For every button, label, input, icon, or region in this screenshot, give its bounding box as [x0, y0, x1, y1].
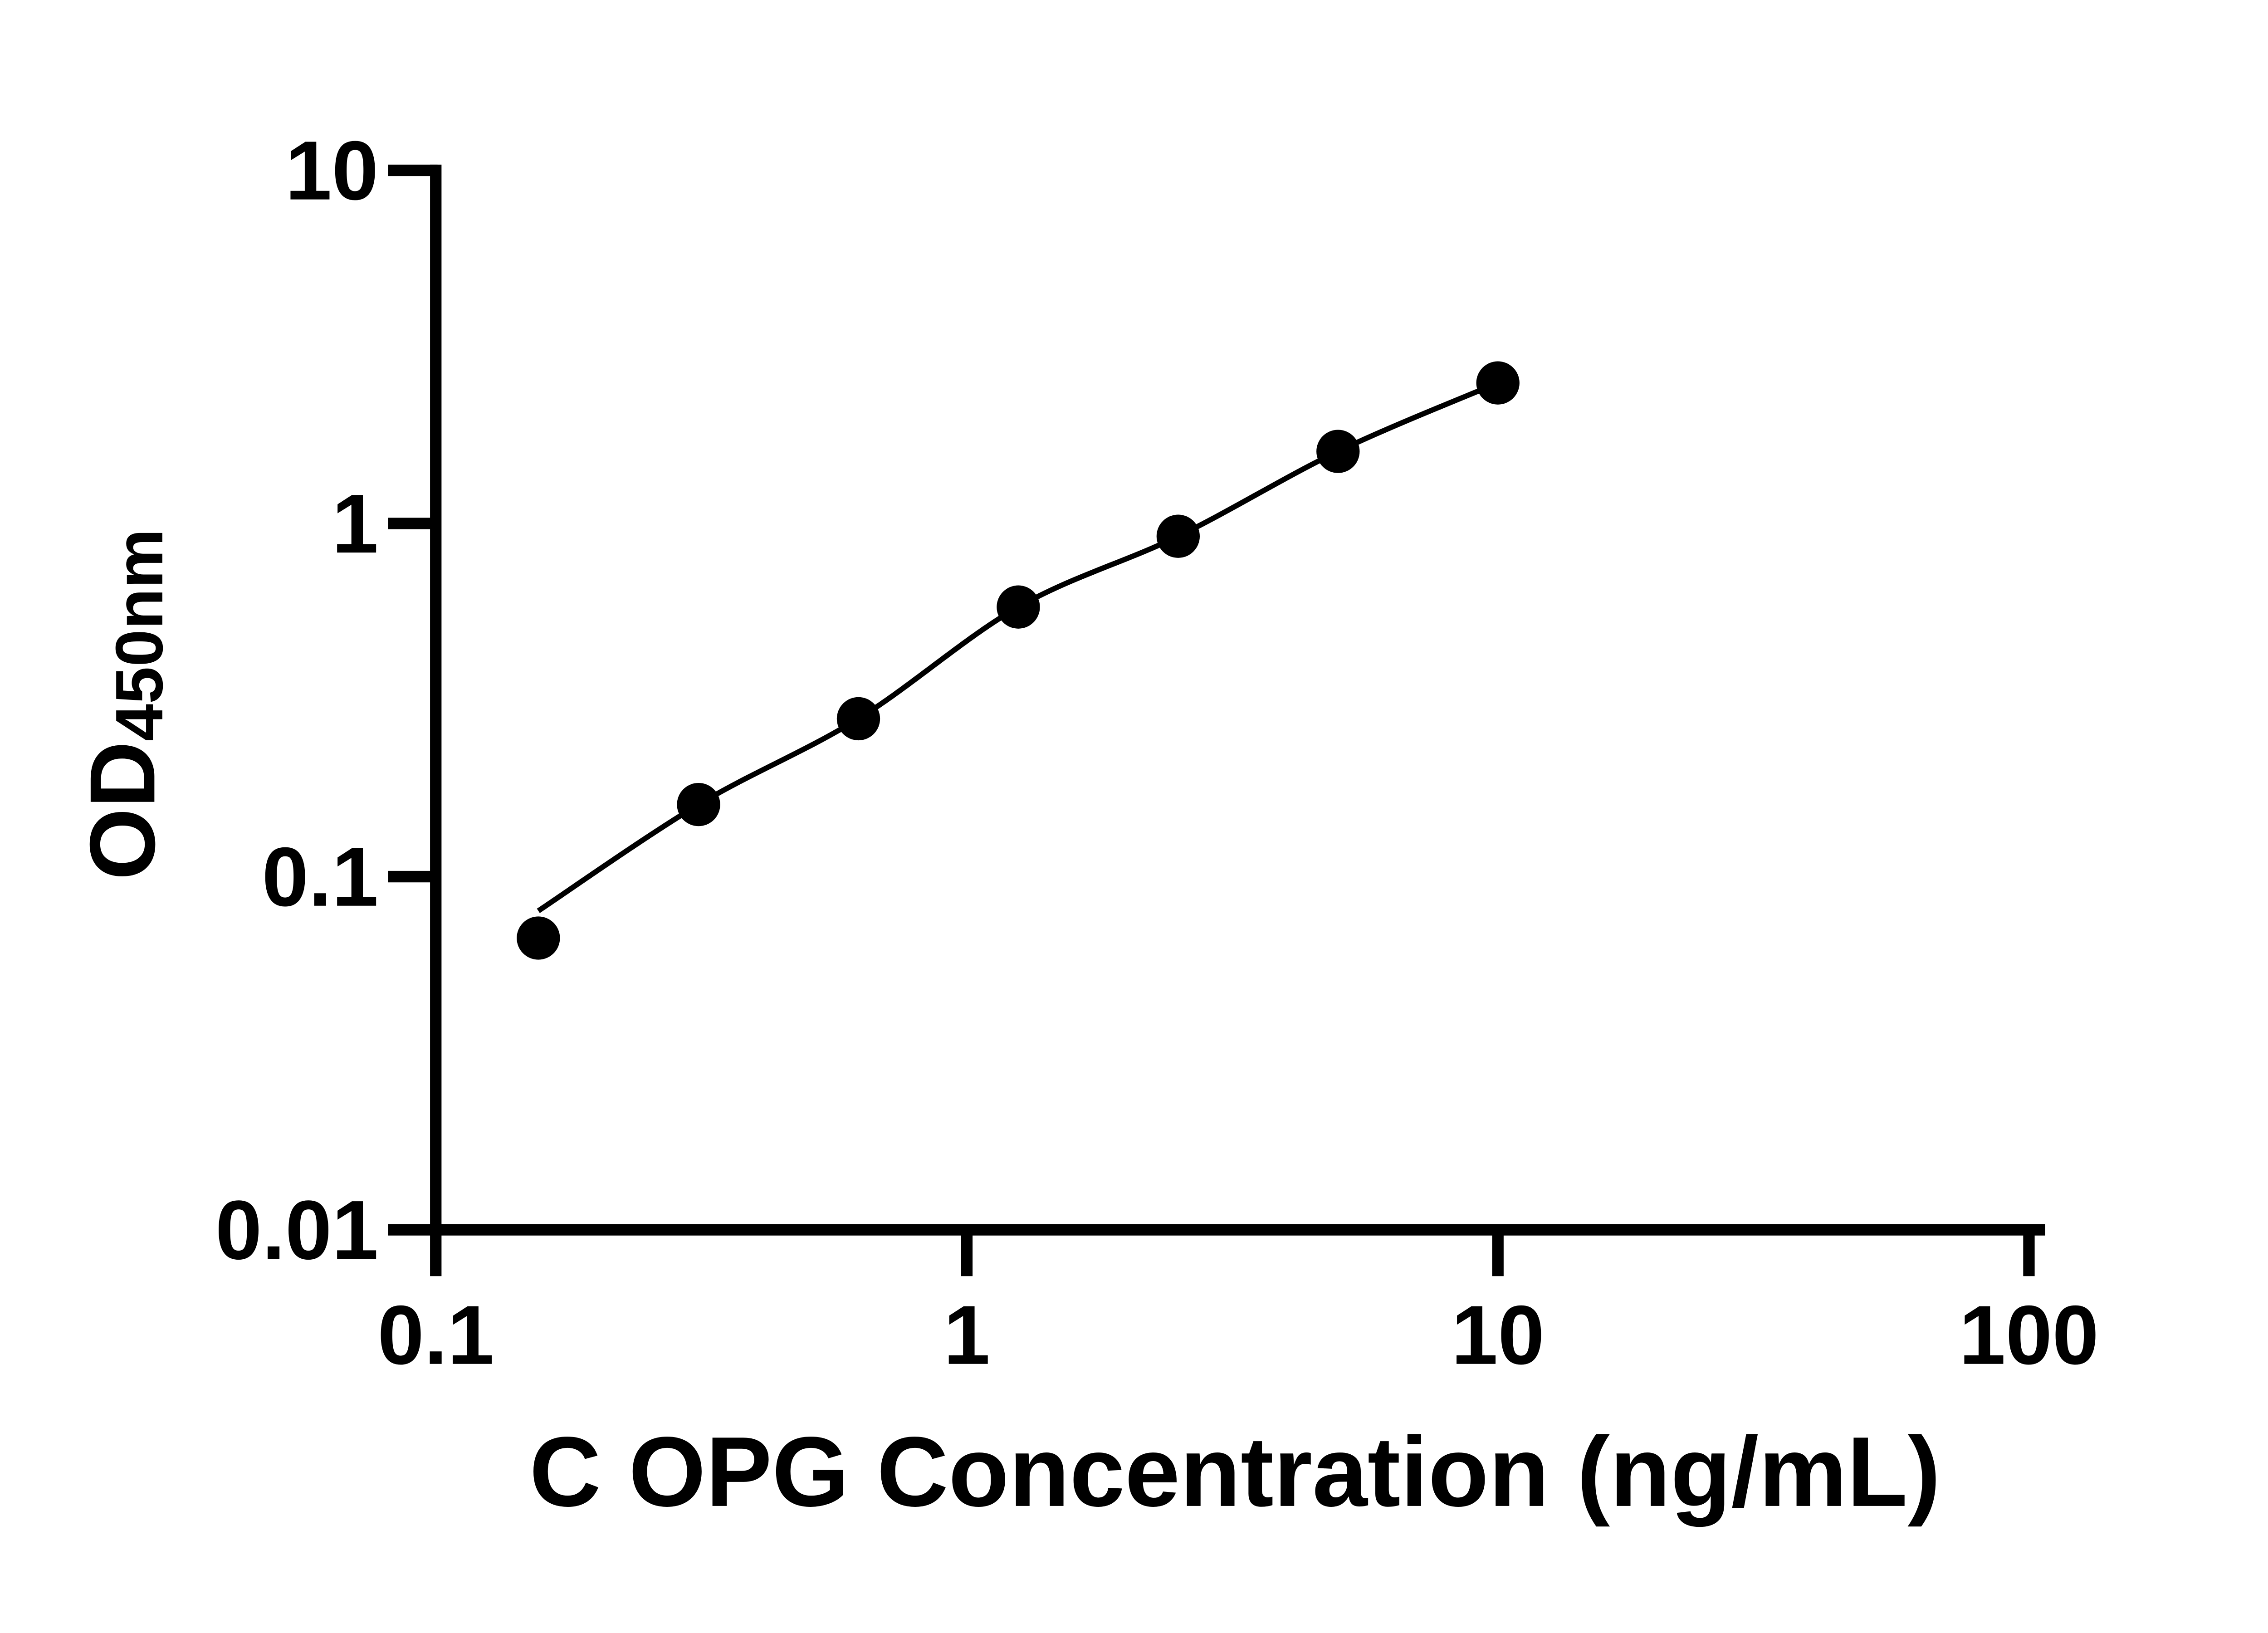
data-point-marker: [1476, 361, 1520, 405]
y-tick-label: 0.1: [262, 831, 378, 924]
y-axis-title-main: OD: [71, 741, 174, 880]
data-point-marker: [836, 697, 880, 741]
data-point-marker: [517, 916, 560, 960]
x-tick-label: 100: [1959, 1289, 2099, 1382]
y-tick-label: 10: [285, 124, 379, 218]
y-tick-label: 1: [332, 477, 379, 571]
y-tick-label: 0.01: [215, 1183, 379, 1277]
x-tick-label: 1: [943, 1289, 990, 1382]
data-point-marker: [1316, 430, 1360, 473]
data-point-marker: [677, 783, 720, 826]
data-point-marker: [997, 585, 1040, 629]
x-tick-label: 0.1: [377, 1289, 494, 1382]
x-tick-label: 10: [1451, 1289, 1544, 1382]
y-axis-title: OD450nm: [71, 529, 177, 880]
data-point-marker: [1156, 514, 1200, 558]
y-axis-title-subscript: 450nm: [102, 529, 177, 741]
x-axis-title: C OPG Concentration (ng/mL): [529, 1417, 1941, 1527]
